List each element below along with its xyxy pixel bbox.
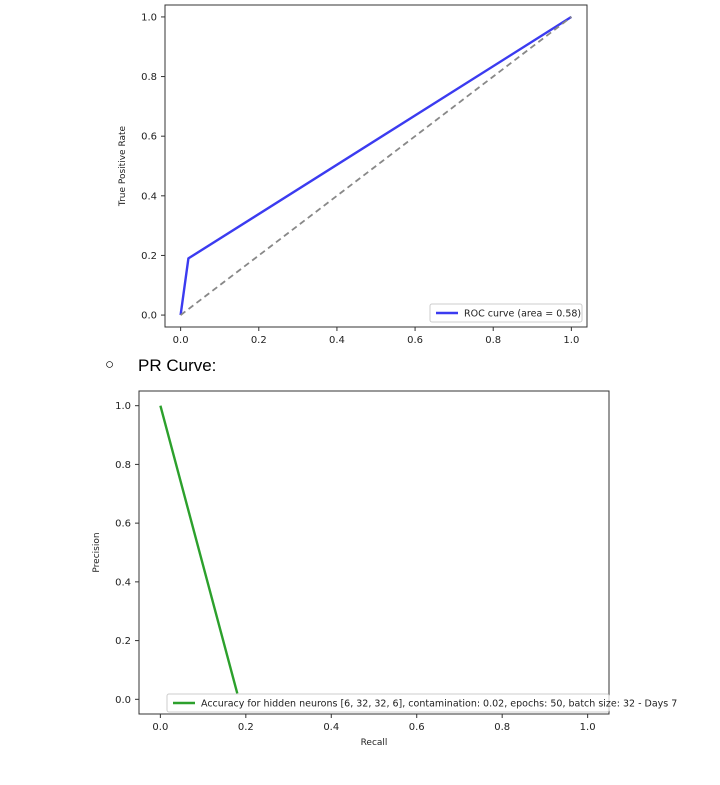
x-tick-label: 1.0 — [563, 335, 579, 346]
y-tick-label: 0.0 — [141, 311, 157, 322]
series-line — [179, 15, 573, 316]
y-tick-label: 0.8 — [141, 72, 157, 83]
y-tick-label: 0.6 — [141, 132, 157, 143]
x-tick-label: 0.0 — [152, 722, 168, 733]
y-axis-label: True Positive Rate — [118, 125, 128, 207]
y-tick-label: 0.8 — [115, 460, 131, 471]
y-tick-label: 0.2 — [115, 636, 131, 647]
legend-box — [166, 693, 610, 713]
y-tick-label: 1.0 — [115, 401, 131, 412]
x-tick-label: 0.8 — [485, 335, 501, 346]
plot-frame — [138, 390, 610, 715]
legend-label: ROC curve (area = 0.58) — [464, 309, 581, 320]
x-tick-label: 0.2 — [238, 722, 254, 733]
y-tick-label: 0.2 — [141, 251, 157, 262]
y-axis-label: Precision — [92, 532, 102, 572]
x-tick-label: 0.8 — [494, 722, 510, 733]
x-tick-label: 0.6 — [409, 722, 425, 733]
x-tick-label: 0.6 — [407, 335, 423, 346]
series-line — [159, 405, 239, 694]
y-tick-label: 1.0 — [141, 12, 157, 23]
y-tick-label: 0.0 — [115, 695, 131, 706]
x-axis-label: Recall — [361, 738, 388, 748]
x-tick-label: 0.4 — [323, 722, 339, 733]
legend-label: Accuracy for hidden neurons [6, 32, 32, … — [201, 699, 677, 710]
list-bullet: ○ — [105, 356, 115, 373]
x-tick-label: 0.4 — [329, 335, 345, 346]
x-tick-label: 0.0 — [173, 335, 189, 346]
reference-diagonal-line — [180, 16, 572, 316]
y-tick-label: 0.6 — [115, 519, 131, 530]
x-tick-label: 1.0 — [580, 722, 596, 733]
y-tick-label: 0.4 — [141, 191, 157, 202]
section-heading: PR Curve: — [138, 356, 217, 375]
plot-frame — [164, 4, 588, 328]
chart-1: 0.0 0.2 0.4 0.6 0.8 1.0 0.0 0.2 0.4 0.6 0.8 1.0 True… — [118, 4, 588, 346]
x-tick-label: 0.2 — [251, 335, 267, 346]
legend-box — [429, 303, 583, 323]
y-tick-label: 0.4 — [115, 577, 131, 588]
chart-2: 0.0 0.2 0.4 0.6 0.8 1.0 0.0 0.2 0.4 0.6 0.8 1.0 Prec… — [92, 390, 677, 748]
